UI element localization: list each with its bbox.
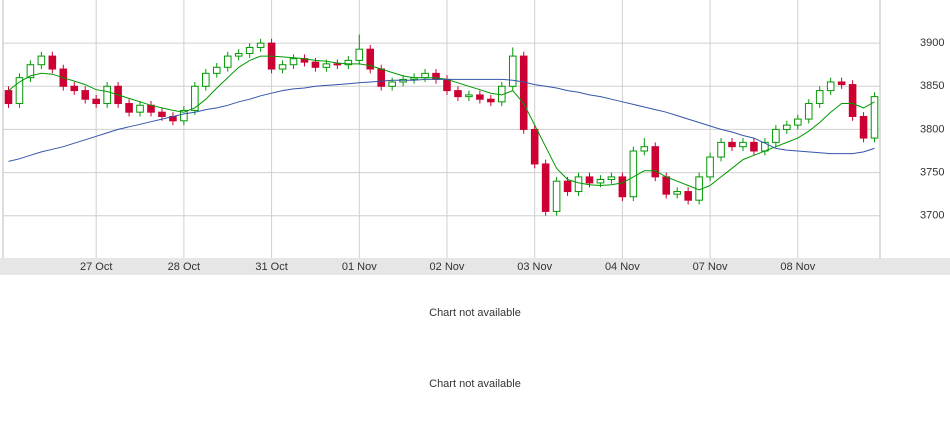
candle-body: [180, 109, 188, 122]
candle-body: [81, 90, 90, 100]
candle-body: [859, 115, 868, 139]
candle-body: [191, 85, 199, 111]
x-tick-label: 28 Oct: [168, 261, 200, 273]
candle-body: [651, 146, 660, 178]
candle-body: [815, 90, 824, 105]
candle-body: [717, 141, 725, 158]
x-tick-label: 07 Nov: [693, 261, 728, 273]
candle-body: [289, 58, 298, 66]
candle-body: [530, 128, 539, 165]
candle-body: [541, 163, 550, 212]
candle-body: [158, 111, 166, 117]
candle-body: [684, 191, 692, 201]
candle-body: [322, 63, 331, 68]
y-tick-label: 3700: [920, 210, 944, 222]
x-tick-label: 01 Nov: [342, 261, 377, 273]
candle-body: [640, 146, 649, 152]
candle-body: [750, 141, 758, 152]
candle-body: [344, 59, 353, 66]
moving-average-line: [8, 55, 875, 191]
y-tick-label: 3850: [920, 80, 944, 92]
x-tick-label: 03 Nov: [517, 261, 552, 273]
candle-body: [783, 124, 791, 130]
candle-body: [333, 63, 342, 66]
candle-body: [574, 176, 583, 193]
candle-body: [772, 128, 780, 143]
candle-body: [366, 48, 375, 70]
x-tick-label: 31 Oct: [255, 261, 287, 273]
x-tick-label: 02 Nov: [430, 261, 465, 273]
candle-body: [4, 90, 13, 105]
candle-body: [278, 64, 287, 70]
candle-body: [728, 141, 736, 148]
candle-body: [465, 94, 473, 98]
y-tick-label: 3900: [920, 37, 944, 49]
notice: Chart not available: [429, 307, 521, 319]
candle-body: [552, 180, 561, 212]
candle-body: [618, 176, 627, 198]
candle-body: [355, 48, 364, 61]
candle-body: [596, 178, 605, 184]
candle-body: [508, 55, 517, 87]
candle-body: [706, 156, 714, 178]
candle-body: [476, 94, 484, 100]
candle-body: [673, 191, 681, 195]
candle-body: [421, 72, 429, 79]
candle-body: [48, 55, 57, 70]
candle-body: [377, 68, 385, 87]
y-tick-label: 3800: [920, 123, 944, 135]
candle-body: [837, 81, 846, 86]
candle-body: [311, 61, 320, 68]
candle-body: [15, 77, 24, 105]
candle-body: [563, 180, 572, 193]
candle-body: [607, 176, 616, 180]
candle-body: [37, 55, 46, 66]
candle-body: [256, 42, 265, 48]
candle-body: [662, 176, 671, 195]
x-tick-label: 27 Oct: [80, 261, 112, 273]
candle-body: [223, 55, 232, 68]
candle-body: [136, 104, 144, 113]
x-tick-label: 04 Nov: [605, 261, 640, 273]
candle-body: [103, 85, 111, 105]
candle-body: [443, 78, 451, 92]
candle-body: [804, 103, 813, 120]
candle-body: [245, 46, 254, 54]
candle-body: [739, 141, 747, 148]
candle-body: [848, 84, 857, 117]
notice: Chart not available: [429, 378, 521, 390]
candle-body: [826, 81, 835, 92]
candle-body: [202, 72, 210, 87]
x-axis-band: [0, 258, 950, 275]
candle-body: [793, 118, 802, 126]
candle-body: [70, 85, 79, 92]
candle-body: [487, 98, 495, 103]
candle-body: [234, 52, 243, 57]
candle-body: [212, 66, 221, 74]
candle-body: [585, 176, 594, 184]
candle-body: [92, 98, 100, 105]
candle-body: [519, 55, 528, 130]
candle-body: [388, 81, 396, 87]
candle-body: [125, 103, 133, 113]
candle-body: [870, 96, 879, 139]
x-tick-label: 08 Nov: [780, 261, 815, 273]
moving-average-line: [8, 78, 875, 162]
y-tick-label: 3750: [920, 166, 944, 178]
candle-body: [26, 64, 35, 79]
candle-body: [454, 90, 462, 98]
candle-body: [629, 150, 638, 198]
